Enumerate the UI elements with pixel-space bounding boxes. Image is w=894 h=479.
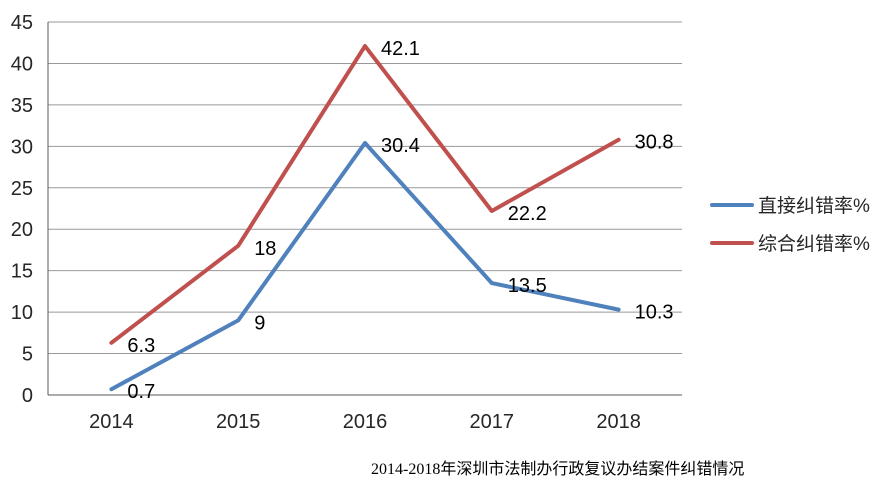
data-label: 42.1 bbox=[381, 38, 420, 60]
y-tick-label: 35 bbox=[11, 95, 33, 117]
legend-line-swatch-blue bbox=[710, 202, 754, 207]
data-label: 13.5 bbox=[508, 275, 547, 297]
y-tick-label: 5 bbox=[22, 344, 33, 366]
x-tick-label: 2017 bbox=[470, 411, 515, 433]
data-label: 0.7 bbox=[127, 381, 155, 403]
y-tick-label: 0 bbox=[22, 385, 33, 407]
chart-title: 2014-2018年深圳市法制办行政复议办结案件纠错情况 bbox=[371, 461, 745, 478]
y-tick-label: 25 bbox=[11, 178, 33, 200]
series-line-0[interactable] bbox=[109, 141, 621, 392]
data-label: 18 bbox=[254, 238, 276, 260]
legend-line-swatch-red bbox=[710, 240, 754, 245]
legend-item-composite-rate[interactable]: 综合纠错率% bbox=[710, 231, 870, 255]
x-tick-label: 2015 bbox=[216, 411, 261, 433]
legend-label-direct-rate: 直接纠错率% bbox=[758, 196, 870, 217]
legend-item-direct-rate[interactable]: 直接纠错率% bbox=[710, 193, 870, 217]
y-tick-label: 40 bbox=[11, 53, 33, 75]
data-label: 9 bbox=[254, 312, 265, 334]
data-label: 6.3 bbox=[127, 335, 155, 357]
x-tick-label: 2018 bbox=[596, 411, 641, 433]
x-tick-label: 2016 bbox=[343, 411, 388, 433]
data-label: 30.4 bbox=[381, 135, 420, 157]
data-label: 30.8 bbox=[635, 132, 674, 154]
data-label: 22.2 bbox=[508, 203, 547, 225]
y-tick-label: 45 bbox=[11, 12, 33, 34]
x-tick-label: 2014 bbox=[89, 411, 134, 433]
y-tick-label: 15 bbox=[11, 261, 33, 283]
data-label: 10.3 bbox=[635, 302, 674, 324]
legend-label-composite-rate: 综合纠错率% bbox=[758, 234, 870, 255]
legend: 直接纠错率% 综合纠错率% bbox=[710, 193, 870, 255]
y-tick-label: 10 bbox=[11, 302, 33, 324]
y-tick-label: 20 bbox=[11, 219, 33, 241]
y-tick-label: 30 bbox=[11, 136, 33, 158]
series-line-1[interactable] bbox=[109, 44, 621, 345]
